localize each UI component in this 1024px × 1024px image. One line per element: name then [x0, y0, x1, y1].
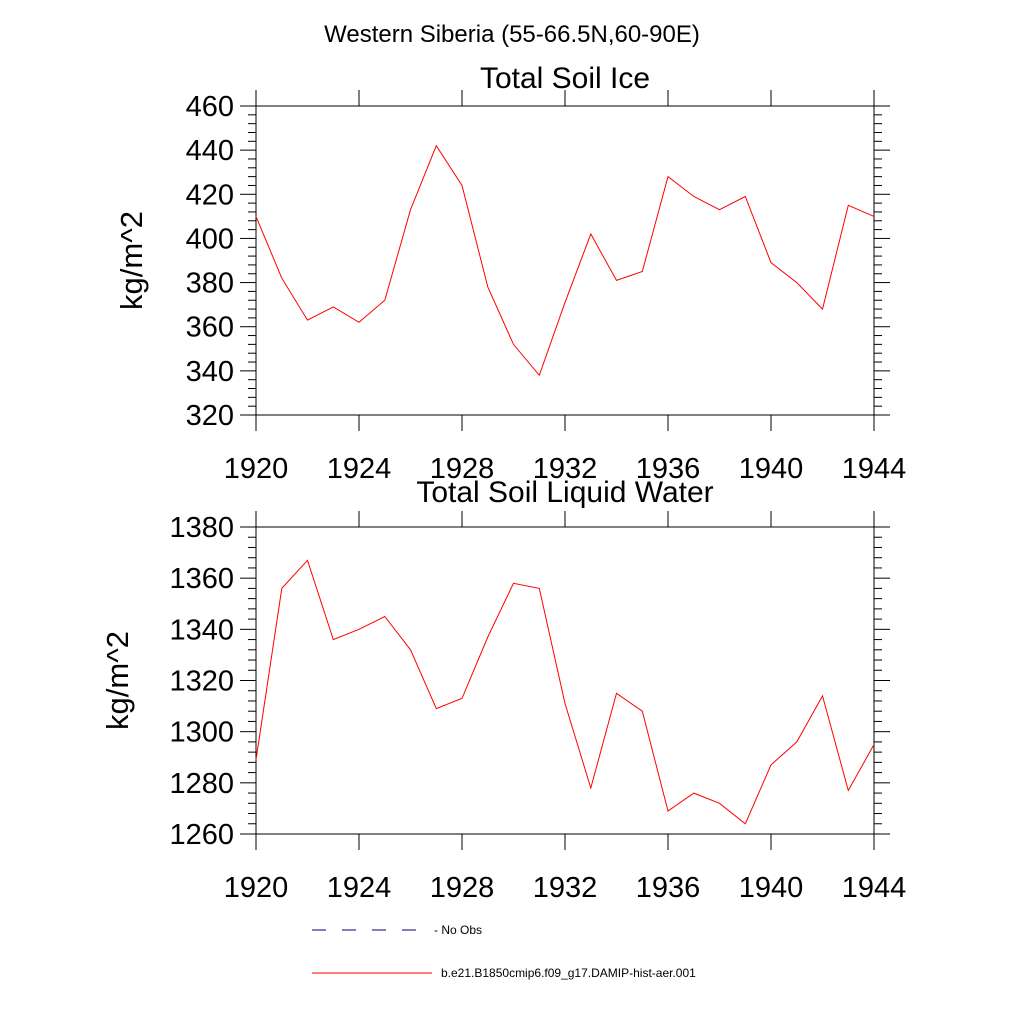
chart-title: Total Soil Liquid Water [416, 476, 713, 509]
legend-label: - No Obs [434, 923, 482, 937]
x-tick-label: 1924 [327, 453, 392, 485]
chart-panel-1: Total Soil Ice kg/m^2 320 340 360 380 400 420 44… [114, 62, 906, 485]
x-tick-label: 1944 [842, 872, 907, 904]
legend-item: b.e21.B1850cmip6.f09_g17.DAMIP-hist-aer.… [312, 966, 696, 980]
x-tick-label: 1924 [327, 872, 392, 904]
y-axis-label: kg/m^2 [114, 211, 149, 310]
y-tick-label: 1260 [169, 819, 234, 851]
y-tick-label: 1300 [169, 717, 234, 749]
x-tick-label: 1944 [842, 453, 907, 485]
y-tick-label: 360 [186, 312, 234, 344]
chart-panels: Total Soil Ice kg/m^2 320 340 360 380 400 420 44… [100, 62, 906, 904]
x-tick-label: 1928 [430, 872, 495, 904]
y-tick-label: 440 [186, 135, 234, 167]
x-tick-label: 1920 [224, 872, 289, 904]
y-tick-label: 1380 [169, 512, 234, 544]
x-tick-label: 1936 [636, 872, 701, 904]
y-tick-label: 1320 [169, 666, 234, 698]
y-tick-label: 380 [186, 268, 234, 300]
y-tick-label: 400 [186, 223, 234, 255]
y-tick-label: 460 [186, 91, 234, 123]
legend: - No Obs b.e21.B1850cmip6.f09_g17.DAMIP-h… [312, 923, 696, 980]
y-tick-label: 1360 [169, 563, 234, 595]
x-tick-label: 1932 [533, 453, 598, 485]
y-axis-label: kg/m^2 [100, 631, 135, 730]
y-tick-label: 1340 [169, 614, 234, 646]
y-tick-label: 420 [186, 179, 234, 211]
legend-item: - No Obs [312, 923, 482, 937]
chart-title: Total Soil Ice [480, 62, 650, 95]
y-tick-label: 320 [186, 400, 234, 432]
legend-label: b.e21.B1850cmip6.f09_g17.DAMIP-hist-aer.… [441, 966, 696, 980]
series-line [255, 144, 875, 377]
series-line [255, 559, 875, 825]
x-tick-label: 1920 [224, 453, 289, 485]
x-tick-label: 1932 [533, 872, 598, 904]
x-tick-label: 1928 [430, 453, 495, 485]
figure-suptitle: Western Siberia (55-66.5N,60-90E) [324, 21, 700, 48]
chart-panel-2: Total Soil Liquid Water kg/m^2 1260 1280 130… [100, 476, 906, 904]
x-tick-label: 1936 [636, 453, 701, 485]
y-tick-label: 340 [186, 356, 234, 388]
x-tick-label: 1940 [739, 872, 804, 904]
y-tick-label: 1280 [169, 768, 234, 800]
x-tick-label: 1940 [739, 453, 804, 485]
